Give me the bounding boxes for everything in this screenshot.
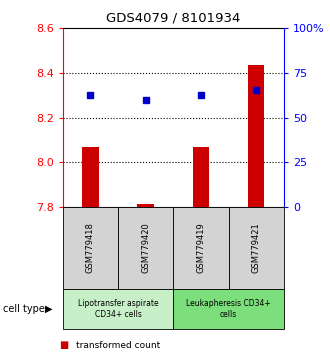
- Bar: [228, 207, 284, 289]
- Bar: [63, 289, 173, 329]
- Bar: [193, 147, 209, 207]
- Text: GSM779418: GSM779418: [86, 222, 95, 273]
- Title: GDS4079 / 8101934: GDS4079 / 8101934: [106, 11, 241, 24]
- Bar: [63, 207, 118, 289]
- Bar: [248, 65, 264, 207]
- Text: Lipotransfer aspirate
CD34+ cells: Lipotransfer aspirate CD34+ cells: [78, 299, 158, 319]
- Bar: [82, 147, 99, 207]
- Text: transformed count: transformed count: [76, 341, 160, 350]
- Text: GSM779421: GSM779421: [252, 222, 261, 273]
- Text: Leukapheresis CD34+
cells: Leukapheresis CD34+ cells: [186, 299, 271, 319]
- Text: GSM779420: GSM779420: [141, 222, 150, 273]
- Text: ▶: ▶: [45, 304, 52, 314]
- Bar: [137, 204, 154, 207]
- Text: ■: ■: [59, 340, 69, 350]
- Text: GSM779419: GSM779419: [196, 222, 205, 273]
- Bar: [173, 289, 284, 329]
- Bar: [173, 207, 228, 289]
- Text: cell type: cell type: [3, 304, 45, 314]
- Bar: [118, 207, 173, 289]
